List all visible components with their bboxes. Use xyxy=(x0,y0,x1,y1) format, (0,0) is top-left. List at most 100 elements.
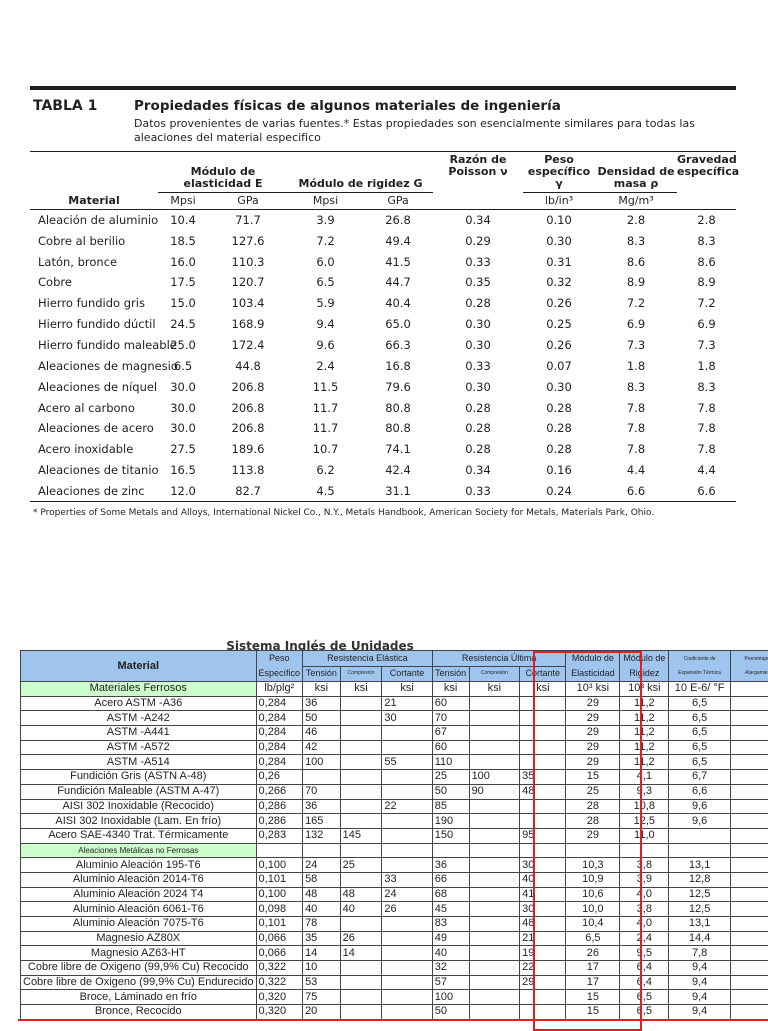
cell: 36 xyxy=(432,858,469,873)
material: Aleaciones de magnesio xyxy=(30,355,158,376)
cell: 6.2 xyxy=(288,460,363,481)
cell xyxy=(340,784,382,799)
cell: 0.24 xyxy=(523,480,595,501)
cell xyxy=(432,843,469,858)
cell: 6.9 xyxy=(677,314,736,335)
cell: 12 xyxy=(730,931,768,946)
cell: 22 xyxy=(382,799,432,814)
material: Acero inoxidable xyxy=(30,439,158,460)
sub-header: Tensión xyxy=(303,666,341,682)
cell: 50 xyxy=(432,1005,469,1020)
cell: 20 xyxy=(730,784,768,799)
cell: 0.32 xyxy=(523,272,595,293)
cell: 9,4 xyxy=(669,1005,730,1020)
cell xyxy=(340,711,382,726)
cell: 9,4 xyxy=(669,975,730,990)
cell: 132 xyxy=(303,828,341,843)
cell: 0.28 xyxy=(433,439,523,460)
cell: 6.5 xyxy=(288,272,363,293)
cell: 7.8 xyxy=(677,439,736,460)
cell: 50 xyxy=(303,711,341,726)
cell: 3 xyxy=(730,990,768,1005)
cell: 0,286 xyxy=(256,814,303,829)
cell: 68 xyxy=(432,887,469,902)
cell: 7.8 xyxy=(595,418,677,439)
cell: 5 xyxy=(730,858,768,873)
cell: 0.35 xyxy=(433,272,523,293)
cell: 0.33 xyxy=(433,251,523,272)
cell: 42 xyxy=(303,740,341,755)
cell: 0.33 xyxy=(433,480,523,501)
section-row: Aleaciones Metálicas no Ferrosas xyxy=(21,843,768,858)
cell: 46 xyxy=(303,726,341,741)
cell: 0.28 xyxy=(523,418,595,439)
material: Acero SAE-4340 Trat. Térmicamente xyxy=(21,828,257,843)
cell xyxy=(382,961,432,976)
cell: 55 xyxy=(730,799,768,814)
cell xyxy=(340,726,382,741)
cell xyxy=(382,770,432,785)
cell: 110 xyxy=(432,755,469,770)
footnote: * Properties of Some Metals and Alloys, … xyxy=(30,508,736,518)
cell: 40 xyxy=(303,902,341,917)
cell: 55 xyxy=(382,755,432,770)
unit: Materiales Ferrosos xyxy=(21,682,257,697)
cell: 6,7 xyxy=(669,770,730,785)
cell: 7,8 xyxy=(669,946,730,961)
cell: 53 xyxy=(303,975,341,990)
cell: 4.4 xyxy=(677,460,736,481)
cell: 100 xyxy=(303,755,341,770)
unit: ksi xyxy=(382,682,432,697)
cell: 45 xyxy=(432,902,469,917)
cell: 10.4 xyxy=(158,210,208,231)
cell xyxy=(382,990,432,1005)
unit: lb/in³ xyxy=(523,193,595,210)
cell: 8.3 xyxy=(677,230,736,251)
material: AISI 302 Inoxidable (Recocido) xyxy=(21,799,257,814)
cell: 24.5 xyxy=(158,314,208,335)
cell: 0.26 xyxy=(523,293,595,314)
cell: 0,284 xyxy=(256,711,303,726)
material: Cobre al berilio xyxy=(30,230,158,251)
cell: 36 xyxy=(303,799,341,814)
material: Fundición Gris (ASTN A-48) xyxy=(21,770,257,785)
cell: 8.6 xyxy=(677,251,736,272)
cell: 8 xyxy=(730,814,768,829)
material: Aluminio Aleación 2014-T6 xyxy=(21,872,257,887)
material: Hierro fundido maleable xyxy=(30,335,158,356)
cell: 6,5 xyxy=(669,755,730,770)
cell: 0.26 xyxy=(523,335,595,356)
cell: 0.30 xyxy=(523,230,595,251)
cell xyxy=(382,784,432,799)
material: Aluminio Aleación 6061-T6 xyxy=(21,902,257,917)
table-head: Material Módulo de elasticidad E Módulo … xyxy=(30,152,736,210)
cell: 7.2 xyxy=(677,293,736,314)
cell: 10.7 xyxy=(288,439,363,460)
cell: 1.8 xyxy=(677,355,736,376)
cell: 40 xyxy=(432,946,469,961)
cell: 12,5 xyxy=(669,887,730,902)
cell: 49 xyxy=(432,931,469,946)
cell xyxy=(469,711,520,726)
cell: 0,322 xyxy=(256,975,303,990)
cell: 7.8 xyxy=(595,439,677,460)
material: Cobre xyxy=(30,272,158,293)
cell: 7.2 xyxy=(595,293,677,314)
unit: 10 E-6/ °F xyxy=(669,682,730,697)
cell: 22 xyxy=(730,711,768,726)
material: ASTM -A242 xyxy=(21,711,257,726)
cell: 0,284 xyxy=(256,696,303,711)
cell: 9,6 xyxy=(669,814,730,829)
cell: 6.9 xyxy=(595,314,677,335)
